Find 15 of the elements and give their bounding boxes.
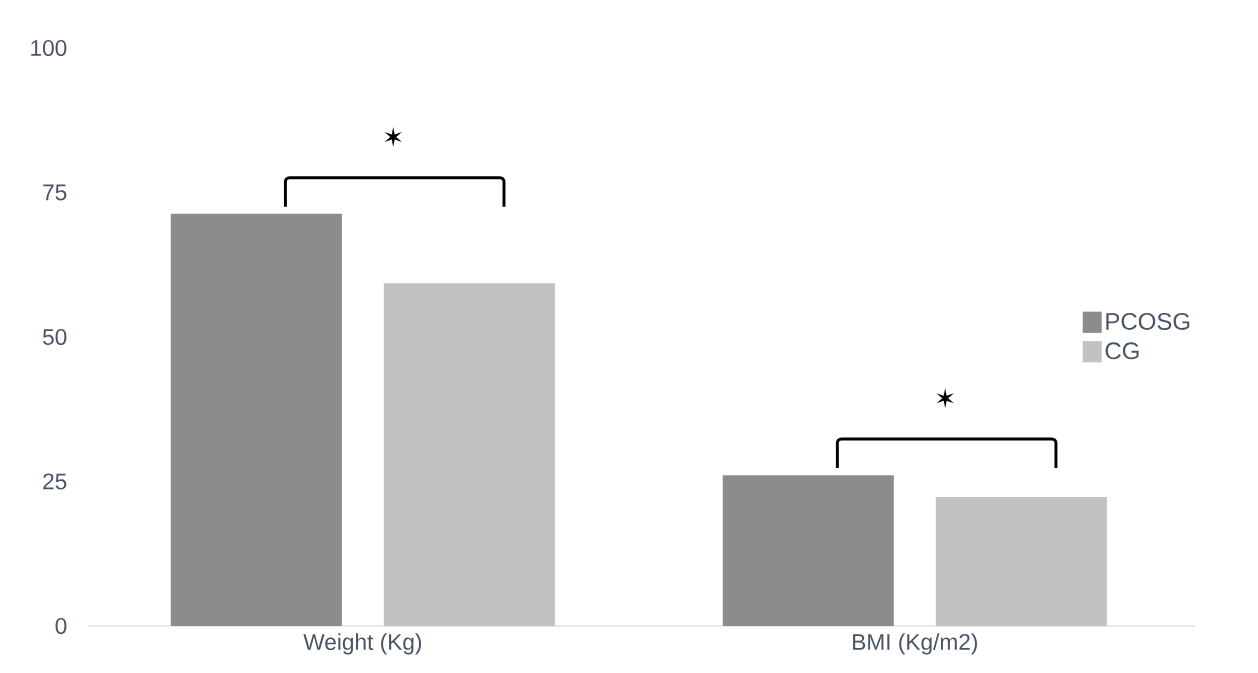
y-tick-label: 0 [55,617,67,635]
legend-label: CG [1105,342,1139,360]
y-tick-label: 100 [31,39,67,57]
bar [170,213,342,626]
bar [935,497,1107,626]
annotation: ✶ [384,126,402,148]
bar [722,475,894,626]
y-tick-label: 50 [42,328,67,346]
x-tick-label: BMI (Kg/m2) [853,633,978,655]
annotation: ✶ [936,388,954,409]
bar [383,283,555,626]
legend-label: PCOSG [1106,312,1190,330]
y-tick-label: 75 [43,184,67,201]
y-tick-label: 25 [43,473,67,490]
x-tick-label: Weight (Kg) [303,633,422,655]
